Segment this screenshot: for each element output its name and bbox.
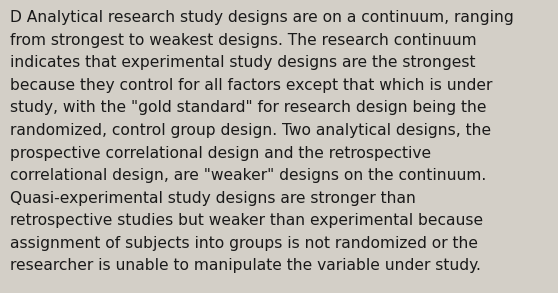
Text: retrospective studies but weaker than experimental because: retrospective studies but weaker than ex… [10,213,483,228]
Text: indicates that experimental study designs are the strongest: indicates that experimental study design… [10,55,475,70]
Text: because they control for all factors except that which is under: because they control for all factors exc… [10,78,492,93]
Text: researcher is unable to manipulate the variable under study.: researcher is unable to manipulate the v… [10,258,481,273]
Text: study, with the "gold standard" for research design being the: study, with the "gold standard" for rese… [10,100,487,115]
Text: D Analytical research study designs are on a continuum, ranging: D Analytical research study designs are … [10,10,514,25]
Text: correlational design, are "weaker" designs on the continuum.: correlational design, are "weaker" desig… [10,168,486,183]
Text: randomized, control group design. Two analytical designs, the: randomized, control group design. Two an… [10,123,491,138]
Text: from strongest to weakest designs. The research continuum: from strongest to weakest designs. The r… [10,33,477,48]
Text: assignment of subjects into groups is not randomized or the: assignment of subjects into groups is no… [10,236,478,251]
Text: Quasi-experimental study designs are stronger than: Quasi-experimental study designs are str… [10,191,416,206]
Text: prospective correlational design and the retrospective: prospective correlational design and the… [10,146,431,161]
